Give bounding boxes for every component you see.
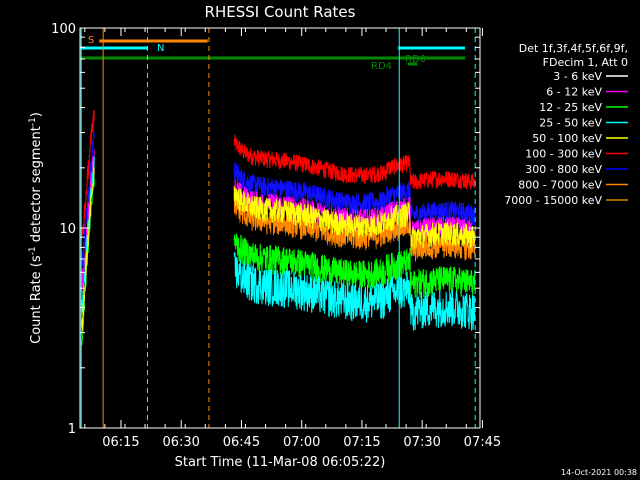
timestamp: 14-Oct-2021 00:38 [561,468,637,477]
y-axis-label: Count Rate (s-1 detector segment-1) [28,112,44,344]
legend-entry-label: 6 - 12 keV [546,86,602,99]
legend-entry-label: 800 - 7000 keV [518,179,602,192]
x-tick-label: 07:45 [464,435,501,450]
trace-cyan [233,252,476,331]
x-tick-label: 06:30 [162,435,199,450]
trace-orange [233,192,476,262]
x-tick-label: 06:45 [223,435,260,450]
trace-first-black [81,186,95,368]
night-label: N [157,43,164,54]
legend-entry-label: 7000 - 15000 keV [504,194,602,207]
x-axis-label: Start Time (11-Mar-08 06:05:22) [175,455,386,470]
trace-red [233,134,476,190]
trace-first-cyan [81,156,95,313]
x-tick-label: 06:15 [102,435,139,450]
trace-green [233,233,476,299]
trace-yellow [233,186,476,250]
x-tick-label: 07:15 [343,435,380,450]
chart-title: RHESSI Count Rates [205,3,356,21]
legend-entry-label: 12 - 25 keV [539,101,602,114]
trace-first-yellow [81,167,95,332]
y-tick-label: 10 [59,222,76,237]
x-axis-ticks: 06:15 06:30 06:45 07:00 07:15 07:30 07:45 [84,28,501,450]
legend: Det 1f,3f,4f,5f,6f,9f, FDecim 1, Att 0 3… [504,42,628,207]
legend-entry-label: 100 - 300 keV [525,148,602,161]
x-tick-label: 07:30 [403,435,440,450]
data-traces [81,109,476,368]
legend-header-line-2: FDecim 1, Att 0 [543,56,628,69]
trace-black [233,213,476,295]
legend-entry-label: 25 - 50 keV [539,117,602,130]
trace-first-magenta [81,149,95,292]
saa-label: S [88,35,94,46]
y-axis-ticks: 1 10 100 [51,22,480,437]
annotation-bars: S N RD0 RD4 [80,28,476,428]
x-tick-label: 07:00 [283,435,320,450]
rd0-label: RD0 [405,54,426,65]
trace-blue [233,162,476,226]
legend-entry-label: 300 - 800 keV [525,163,602,176]
legend-header-line-1: Det 1f,3f,4f,5f,6f,9f, [519,42,628,55]
legend-entry-label: 50 - 100 keV [532,132,602,145]
trace-first-red [81,109,95,240]
y-tick-label: 100 [51,22,76,37]
y-tick-label: 1 [68,422,76,437]
legend-entry-label: 3 - 6 keV [553,70,602,83]
rd4-label: RD4 [371,61,392,72]
